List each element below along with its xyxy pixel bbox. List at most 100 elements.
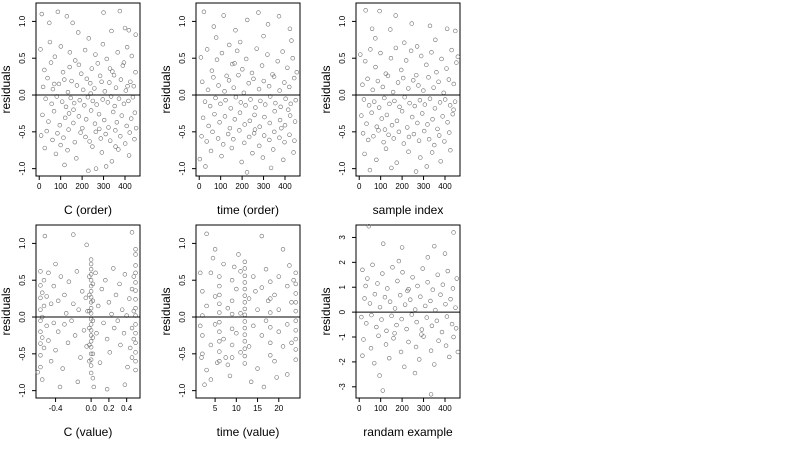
data-point [106,125,111,130]
data-point [221,336,226,342]
data-point [268,165,274,171]
data-point [273,100,278,106]
data-point [131,83,136,89]
data-point [80,87,86,93]
data-point [293,336,298,342]
data-point [381,241,386,246]
data-point [445,120,450,125]
data-point [406,86,411,91]
data-point [67,50,73,55]
x-tick-label: 0 [37,182,42,191]
data-point [58,44,64,49]
data-point [444,314,450,319]
data-point [402,95,407,100]
data-point [38,364,43,370]
data-point [416,138,422,143]
data-point [293,347,298,352]
data-point [408,297,413,302]
data-point [270,72,275,77]
data-point [242,361,248,366]
data-point [427,23,433,29]
data-point [277,117,283,123]
data-point [288,101,293,107]
data-point [359,113,364,118]
data-point [229,145,235,151]
data-point [254,46,259,51]
data-point [433,37,438,43]
data-point [438,159,443,164]
data-point [103,278,108,283]
data-point [243,103,248,108]
x-axis-title: C (value) [64,425,113,439]
data-point [62,162,67,168]
data-point [285,322,290,327]
data-point [110,109,116,115]
data-point [399,316,404,322]
data-point [67,64,72,70]
data-point [88,363,94,368]
data-point [87,292,92,298]
y-tick-label: 0.5 [338,52,347,64]
data-point [413,169,419,174]
data-point [40,335,45,340]
data-point [202,99,208,104]
data-point [93,270,98,276]
data-point [390,89,396,95]
data-point [202,382,207,387]
y-tick-label: 1.0 [18,15,27,27]
data-point [113,292,119,298]
data-point [97,126,102,132]
x-tick-label: 100 [374,404,388,413]
data-point [358,52,363,57]
data-point [448,296,453,302]
data-point [71,232,76,237]
data-point [41,345,47,351]
data-point [224,73,229,79]
data-point [363,8,368,13]
data-point [426,136,432,142]
data-point [412,103,417,109]
data-point [65,89,71,95]
y-tick-label: 0.5 [18,52,27,64]
data-point [52,81,57,87]
data-point [454,276,459,281]
data-point [432,362,437,367]
data-point [218,101,223,107]
x-tick-label: 300 [97,182,111,191]
data-point [133,350,138,355]
data-point [88,339,94,344]
data-point [227,42,232,48]
y-axis-title: residuals [159,287,173,335]
data-point [253,289,258,294]
data-point [242,319,248,324]
data-point [431,85,436,90]
data-point [87,274,92,279]
data-point [46,338,51,343]
data-point [56,81,62,87]
data-point [268,310,273,315]
data-point [126,98,131,104]
data-point [43,96,48,101]
y-axis-title: residuals [0,65,13,113]
data-point [276,274,281,279]
data-point [113,85,119,90]
chart-panel-4: -0.4 0.0 0.2 0.4 -1.0 -0.5 0.0 0.5 1.0 C (value) r… [0,224,141,439]
data-point [455,54,461,59]
data-point [200,289,205,294]
data-point [281,157,286,163]
data-point [107,138,113,143]
data-point [400,75,406,81]
data-point [204,139,209,144]
data-point [276,329,281,334]
data-point [403,58,409,63]
data-point [365,76,370,82]
data-point [80,125,85,131]
data-point [126,28,132,33]
x-tick-label: 10 [232,404,241,413]
data-point [129,325,135,331]
data-point [60,366,65,371]
data-point [360,131,366,136]
data-point [82,103,87,108]
x-tick-label: 400 [118,182,132,191]
data-point [90,335,96,340]
